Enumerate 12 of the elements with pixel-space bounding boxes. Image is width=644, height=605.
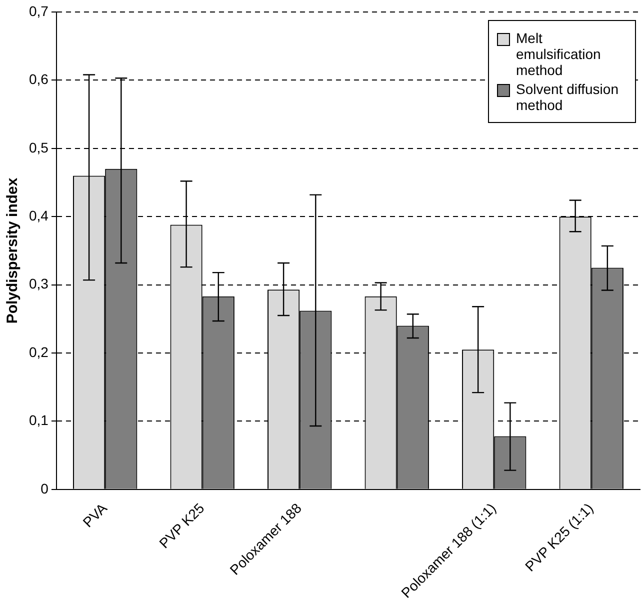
y-tick-label: 0,3 — [28, 276, 49, 292]
legend-label: Solvent diffusion method — [516, 81, 620, 113]
legend-label: Melt emulsification method — [516, 30, 602, 78]
y-tick-label: 0 — [40, 480, 49, 496]
y-tick-label: 0,2 — [28, 344, 49, 360]
y-tick-label: 0,7 — [28, 2, 49, 19]
y-tick-label: 0,6 — [28, 71, 49, 88]
x-tick-label: PVA — [80, 499, 110, 530]
y-tick-label: 0,1 — [28, 412, 49, 428]
y-tick-label: 0,4 — [28, 207, 49, 224]
y-tick-label: 0,5 — [28, 139, 49, 156]
y-axis-title: Polydispersity index — [4, 177, 22, 324]
